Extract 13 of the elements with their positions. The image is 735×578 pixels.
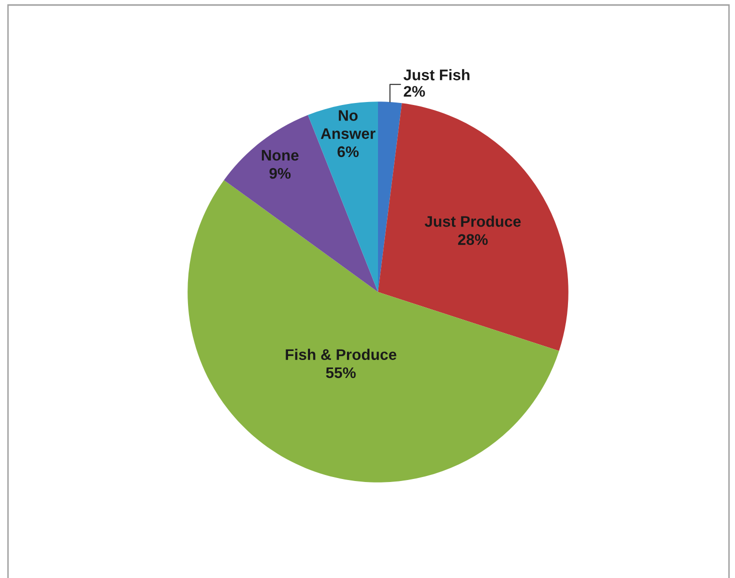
data-label: 9% xyxy=(269,168,291,179)
pie-slice xyxy=(308,102,378,292)
slice-label: No Answer xyxy=(320,110,376,139)
data-label: 6% xyxy=(338,146,359,158)
slice-label: Fish & Produce xyxy=(286,348,396,360)
data-label: 28% xyxy=(458,234,488,245)
slice-label: None xyxy=(262,150,299,161)
pie-slice xyxy=(188,180,560,482)
slice-label: Just Produce xyxy=(424,216,521,227)
pie-slice xyxy=(378,102,402,292)
slice-label: Just Fish xyxy=(404,69,470,80)
data-label: 2% xyxy=(404,86,425,97)
data-label: 55% xyxy=(326,367,356,378)
